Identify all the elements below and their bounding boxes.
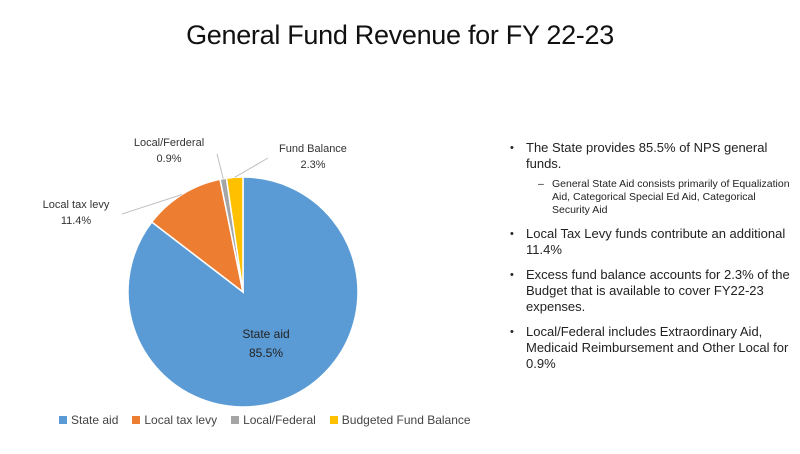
leader-line-local-tax-levy bbox=[121, 194, 183, 215]
bullet-text: The State provides 85.5% of NPS general … bbox=[526, 140, 768, 171]
slice-label-state-aid: State aid bbox=[242, 327, 289, 341]
slice-label-local-federal: Local/Ferderal bbox=[134, 137, 204, 149]
legend-item-local-federal: Local/Federal bbox=[231, 413, 316, 427]
sub-bullet-dash: – bbox=[538, 178, 544, 190]
legend-label: Budgeted Fund Balance bbox=[341, 413, 471, 427]
leader-line-local-federal bbox=[216, 153, 224, 179]
bullet-text: Local Tax Levy funds contribute an addit… bbox=[526, 226, 786, 257]
legend-label: Local/Federal bbox=[243, 413, 316, 427]
bullet-item: • Local Tax Levy funds contribute an add… bbox=[510, 226, 795, 258]
leader-line-fund-balance bbox=[234, 157, 269, 178]
slice-label-local-tax-levy: Local tax levy bbox=[43, 199, 110, 211]
legend-swatch bbox=[231, 416, 240, 424]
slice-percent-local-tax-levy: 11.4% bbox=[61, 215, 92, 227]
sub-bullet-text: General State Aid consists primarily of … bbox=[552, 178, 790, 216]
bullet-item: • Local/Federal includes Extraordinary A… bbox=[510, 324, 795, 372]
legend-item-state-aid: State aid bbox=[59, 413, 118, 427]
chart-title: General Fund Revenue for FY 22-23 bbox=[186, 20, 614, 50]
slice-percent-local-federal: 0.9% bbox=[156, 153, 181, 165]
bullet-list: • The State provides 85.5% of NPS genera… bbox=[510, 140, 795, 381]
slice-label-fund-balance: Fund Balance bbox=[279, 143, 347, 155]
bullet-dot: • bbox=[510, 142, 514, 154]
bullet-item: • Excess fund balance accounts for 2.3% … bbox=[510, 267, 795, 315]
bullet-text: Local/Federal includes Extraordinary Aid… bbox=[526, 324, 789, 371]
legend-item-local-tax-levy: Local tax levy bbox=[132, 413, 217, 427]
legend-swatch bbox=[329, 416, 338, 424]
slice-percent-state-aid: 85.5% bbox=[249, 346, 283, 360]
bullet-dot: • bbox=[510, 269, 514, 281]
legend-label: State aid bbox=[71, 413, 119, 427]
legend-item-budgeted-fund-balance: Budgeted Fund Balance bbox=[329, 413, 471, 427]
legend-swatch bbox=[59, 416, 67, 424]
sub-bullet-item: – General State Aid consists primarily o… bbox=[538, 178, 795, 217]
legend-swatch bbox=[132, 416, 141, 424]
bullet-dot: • bbox=[510, 326, 514, 338]
legend-label: Local tax levy bbox=[144, 413, 218, 427]
bullet-dot: • bbox=[510, 228, 514, 240]
chart-legend: State aid Local tax levy Local/Federal B… bbox=[59, 413, 471, 427]
bullet-item: • The State provides 85.5% of NPS genera… bbox=[510, 140, 795, 172]
bullet-text: Excess fund balance accounts for 2.3% of… bbox=[526, 267, 790, 314]
slice-percent-fund-balance: 2.3% bbox=[300, 159, 325, 171]
